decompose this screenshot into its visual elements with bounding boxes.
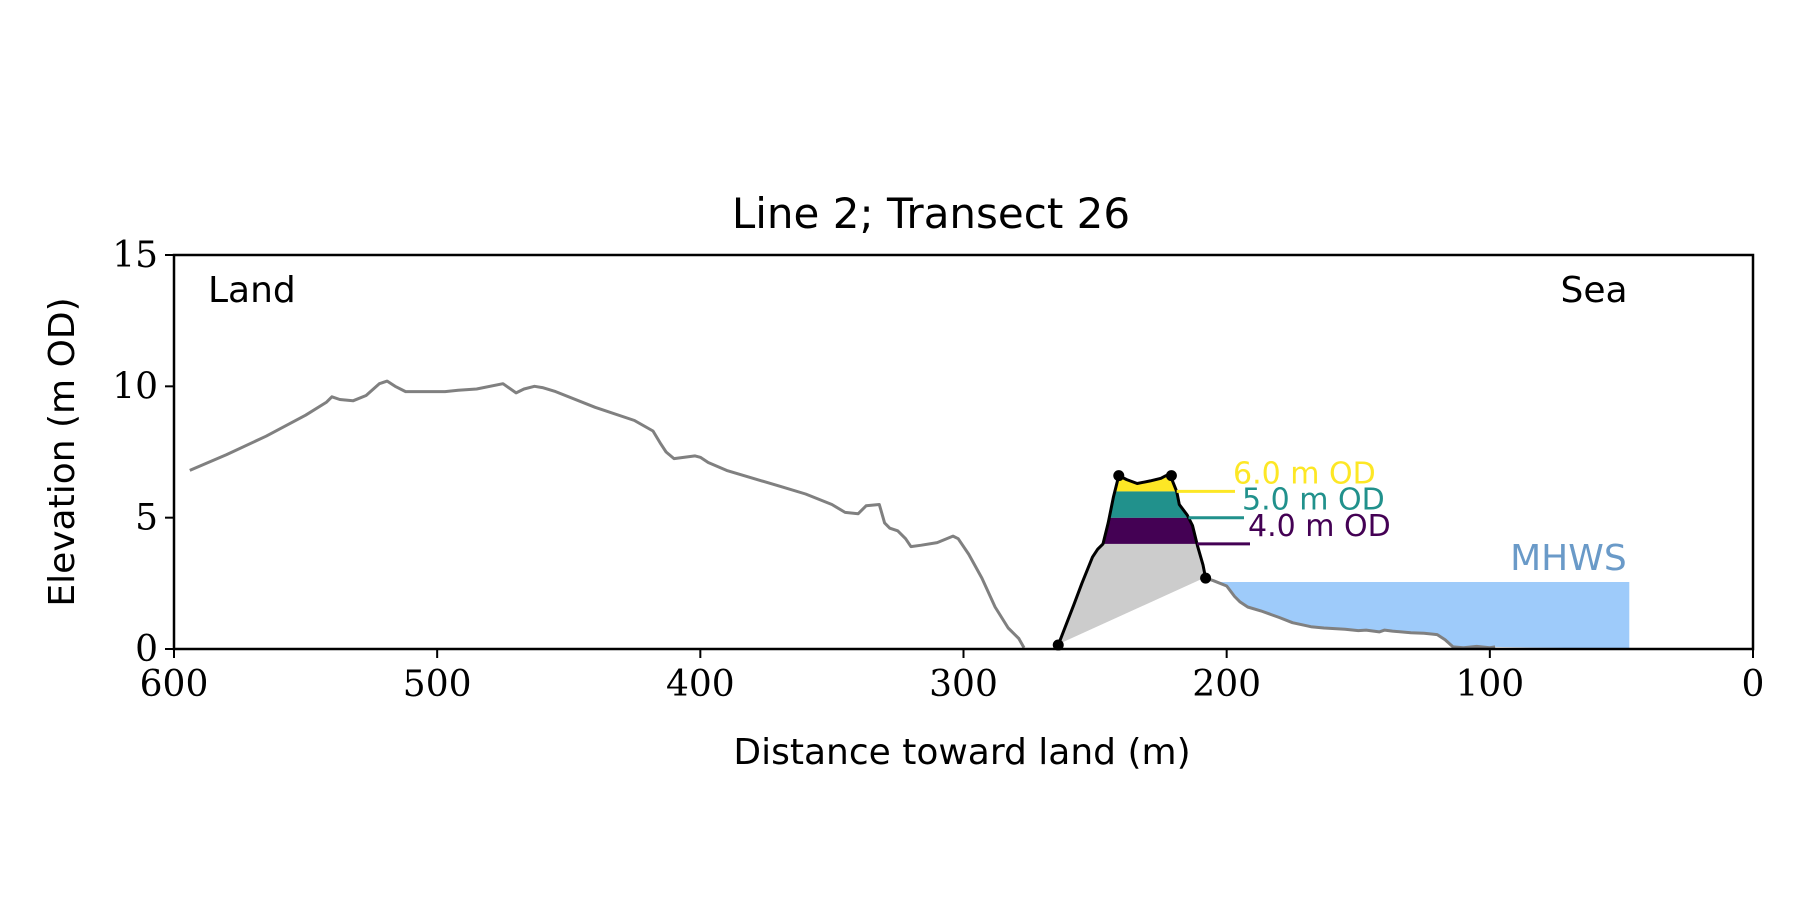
y-axis-label: Elevation (m OD) — [42, 297, 83, 606]
level-label-4: 4.0 m OD — [1248, 509, 1391, 544]
sea-label: Sea — [1560, 270, 1627, 311]
y-tick-label: 15 — [112, 235, 158, 276]
x-tick-label: 100 — [1455, 664, 1524, 705]
dune-line — [1056, 474, 1208, 646]
y-tick-label: 0 — [135, 629, 158, 670]
y-axis-ticks: 0 5 10 15 — [112, 235, 174, 670]
profile-line-seaward — [1205, 576, 1496, 650]
mhws-water-fill — [1205, 582, 1630, 649]
level-label-5: 5.0 m OD — [1242, 483, 1385, 518]
x-tick-label: 400 — [666, 664, 735, 705]
x-axis-ticks: 600 500 400 300 200 100 0 — [140, 649, 1765, 705]
band-4 — [1103, 517, 1198, 544]
dune-base-chord — [1057, 577, 1206, 646]
profile-line-landward — [189, 379, 1026, 649]
x-tick-label: 500 — [403, 664, 472, 705]
band-5 — [1109, 491, 1189, 518]
elevation-bands-layer — [1103, 475, 1198, 544]
y-tick-label: 5 — [135, 498, 158, 539]
profile-lines-layer — [189, 379, 1496, 650]
chart-title: Line 2; Transect 26 — [732, 189, 1130, 238]
x-tick-label: 0 — [1742, 664, 1765, 705]
x-tick-label: 200 — [1192, 664, 1261, 705]
dune-marker — [1165, 470, 1177, 482]
dune-marker — [1113, 470, 1125, 482]
x-axis-label: Distance toward land (m) — [733, 732, 1190, 773]
mhws-label: MHWS — [1510, 538, 1627, 579]
x-tick-label: 300 — [929, 664, 998, 705]
land-label: Land — [208, 270, 296, 311]
dune-marker — [1200, 572, 1212, 584]
x-tick-label: 600 — [140, 664, 209, 705]
mhws-layer: MHWS — [1205, 538, 1630, 649]
level-label-6: 6.0 m OD — [1233, 456, 1376, 491]
level-lines-layer: 6.0 m OD5.0 m OD4.0 m OD — [1176, 456, 1391, 546]
y-tick-label: 10 — [112, 366, 158, 407]
